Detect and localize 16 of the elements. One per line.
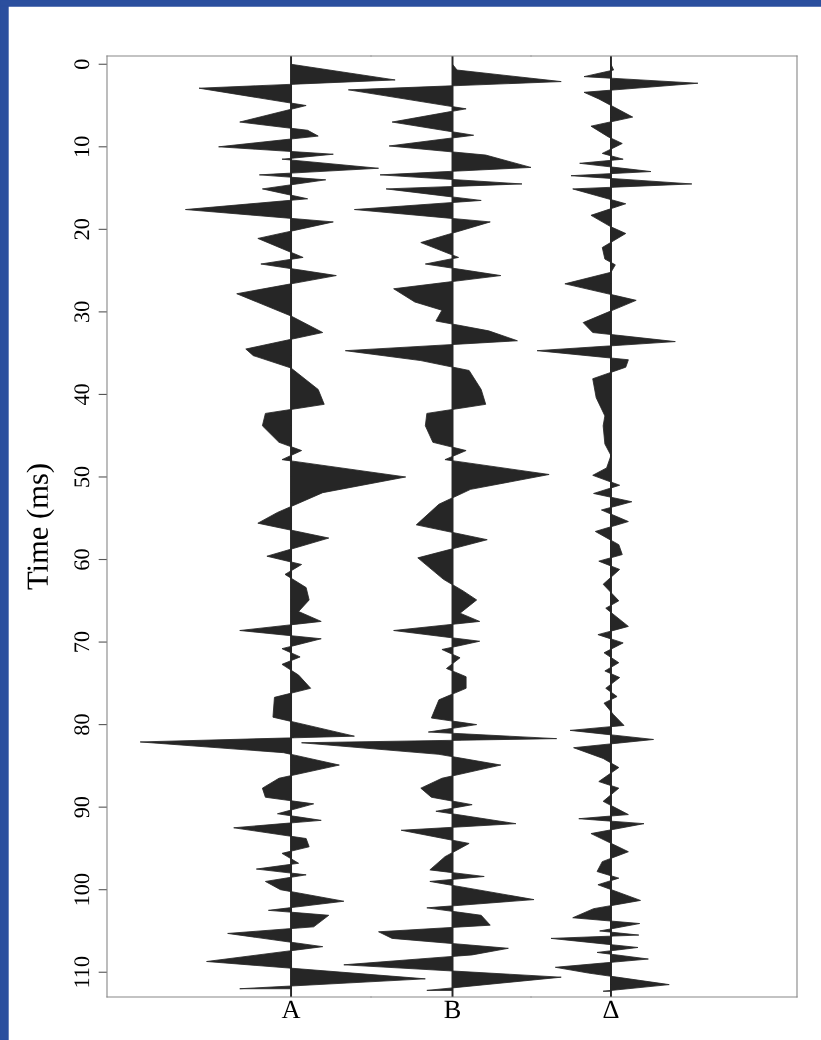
y-tick-label: 20	[74, 219, 90, 240]
x-axis-title: B	[444, 1000, 461, 1019]
y-tick-label: 0	[74, 59, 90, 69]
y-tick-label: 30	[74, 301, 90, 322]
x-axis-title: Δ	[603, 1000, 619, 1019]
y-tick-label: 100	[74, 873, 90, 905]
y-tick-label: 50	[74, 466, 90, 487]
y-tick-label: 90	[74, 796, 90, 818]
y-tick-label: 40	[74, 384, 90, 406]
y-tick-label: 70	[74, 631, 90, 652]
x-axis-title: A	[281, 1000, 301, 1019]
y-tick-label: 80	[74, 714, 90, 735]
y-tick-label: 110	[74, 956, 90, 987]
y-tick-label: 10	[74, 136, 90, 156]
y-tick-label: 60	[74, 549, 90, 570]
y-axis-title: Time (ms)	[26, 464, 55, 590]
